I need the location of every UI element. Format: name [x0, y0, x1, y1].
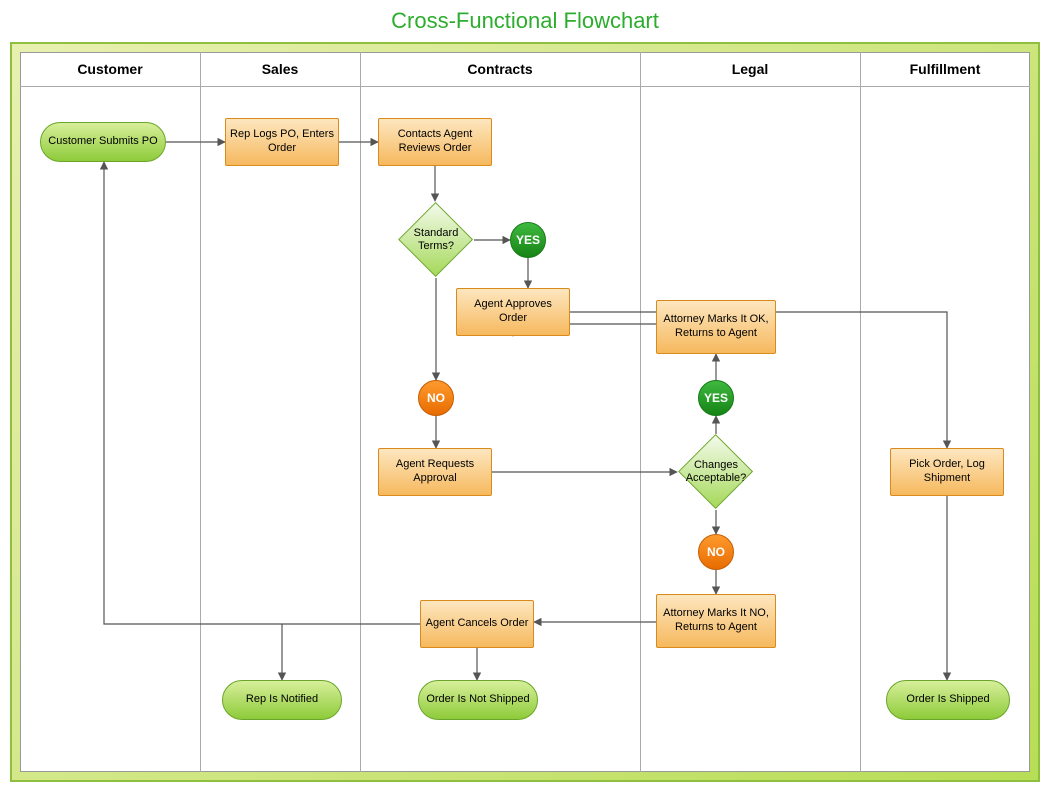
- lane-header-legal: Legal: [640, 52, 860, 86]
- decision-d2: Changes Acceptable?: [678, 434, 754, 510]
- no-badge-no1: NO: [418, 380, 454, 416]
- flowchart-canvas: Cross-Functional Flowchart CustomerSales…: [0, 0, 1050, 790]
- node-n8: Agent Cancels Order: [420, 600, 534, 648]
- node-n3: Contacts Agent Reviews Order: [378, 118, 492, 166]
- node-n2: Rep Logs PO, Enters Order: [225, 118, 339, 166]
- yes-badge-y1: YES: [510, 222, 546, 258]
- node-n9: Pick Order, Log Shipment: [890, 448, 1004, 496]
- lane-divider: [860, 52, 861, 772]
- chart-title: Cross-Functional Flowchart: [0, 8, 1050, 34]
- yes-badge-y2: YES: [698, 380, 734, 416]
- lane-divider: [360, 52, 361, 772]
- lane-header-sales: Sales: [200, 52, 360, 86]
- node-n7: Attorney Marks It NO, Returns to Agent: [656, 594, 776, 648]
- no-badge-no2: NO: [698, 534, 734, 570]
- lane-header-customer: Customer: [20, 52, 200, 86]
- node-n1: Customer Submits PO: [40, 122, 166, 162]
- decision-label-d1: Standard Terms?: [398, 202, 474, 278]
- lane-divider: [200, 52, 201, 772]
- lane-header-fulfillment: Fulfillment: [860, 52, 1030, 86]
- node-n6: Attorney Marks It OK, Returns to Agent: [656, 300, 776, 354]
- chart-background: [20, 52, 1030, 772]
- decision-label-d2: Changes Acceptable?: [678, 434, 754, 510]
- node-t3: Rep Is Notified: [222, 680, 342, 720]
- lane-header-contracts: Contracts: [360, 52, 640, 86]
- lane-divider: [640, 52, 641, 772]
- node-n5: Agent Requests Approval: [378, 448, 492, 496]
- node-t2: Order Is Not Shipped: [418, 680, 538, 720]
- node-t4: Order Is Shipped: [886, 680, 1010, 720]
- header-divider: [20, 86, 1030, 87]
- node-n4: Agent Approves Order: [456, 288, 570, 336]
- decision-d1: Standard Terms?: [398, 202, 474, 278]
